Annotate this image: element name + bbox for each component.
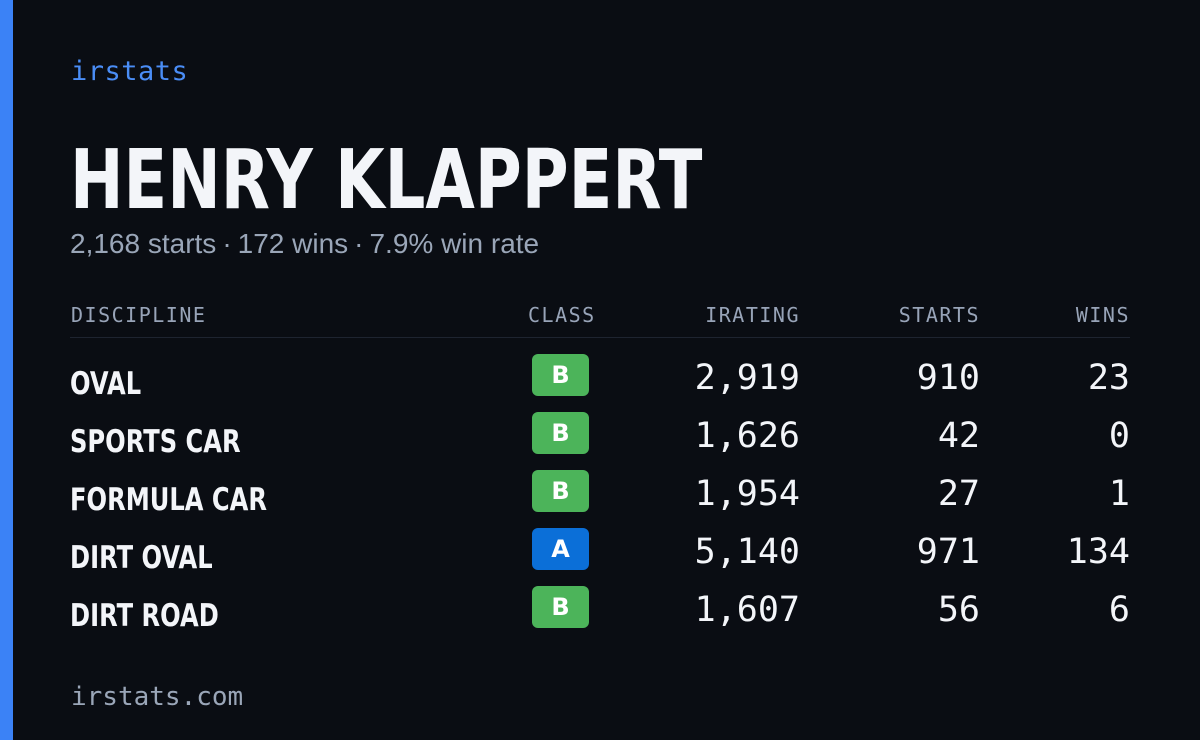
irating-value: 1,607 — [694, 590, 800, 630]
driver-summary: 2,168 starts · 172 wins · 7.9% win rate — [70, 228, 539, 260]
class-badge: B — [532, 470, 589, 512]
table-row: DIRT OVAL A 5,140 971 134 — [0, 526, 1200, 584]
discipline-table: OVAL B 2,919 910 23 SPORTS CAR B 1,626 4… — [0, 352, 1200, 642]
starts-value: 56 — [937, 590, 980, 630]
table-row: DIRT ROAD B 1,607 56 6 — [0, 584, 1200, 642]
class-badge: B — [532, 586, 589, 628]
column-header-starts: STARTS — [898, 303, 980, 327]
irating-value: 5,140 — [694, 532, 800, 572]
wins-value: 6 — [1108, 590, 1130, 630]
total-starts: 2,168 starts — [70, 228, 217, 259]
wins-value: 1 — [1108, 474, 1130, 514]
discipline-name: DIRT ROAD — [70, 598, 219, 634]
column-header-irating: IRATING — [705, 303, 800, 327]
separator: · — [222, 228, 232, 259]
discipline-name: OVAL — [70, 366, 142, 402]
irating-value: 2,919 — [694, 358, 800, 398]
table-row: FORMULA CAR B 1,954 27 1 — [0, 468, 1200, 526]
irating-value: 1,626 — [694, 416, 800, 456]
discipline-name: DIRT OVAL — [70, 540, 213, 576]
starts-value: 27 — [937, 474, 980, 514]
column-header-class: CLASS — [528, 303, 596, 327]
table-row: SPORTS CAR B 1,626 42 0 — [0, 410, 1200, 468]
column-header-wins: WINS — [1075, 303, 1130, 327]
table-row: OVAL B 2,919 910 23 — [0, 352, 1200, 410]
discipline-name: FORMULA CAR — [70, 482, 268, 518]
starts-value: 971 — [916, 532, 980, 572]
irating-value: 1,954 — [694, 474, 800, 514]
wins-value: 134 — [1066, 532, 1130, 572]
accent-bar — [0, 0, 13, 740]
driver-name: HENRY KLAPPERT — [70, 133, 703, 228]
separator: · — [354, 228, 364, 259]
discipline-name: SPORTS CAR — [70, 424, 241, 460]
wins-value: 0 — [1108, 416, 1130, 456]
class-badge: A — [532, 528, 589, 570]
brand-logo: irstats — [71, 56, 189, 87]
starts-value: 910 — [916, 358, 980, 398]
starts-value: 42 — [937, 416, 980, 456]
footer-url: irstats.com — [71, 682, 244, 712]
wins-value: 23 — [1087, 358, 1130, 398]
win-rate: 7.9% win rate — [369, 228, 540, 259]
column-header-discipline: DISCIPLINE — [71, 303, 207, 327]
class-badge: B — [532, 354, 589, 396]
class-badge: B — [532, 412, 589, 454]
total-wins: 172 wins — [237, 228, 349, 259]
header-divider — [70, 337, 1130, 338]
